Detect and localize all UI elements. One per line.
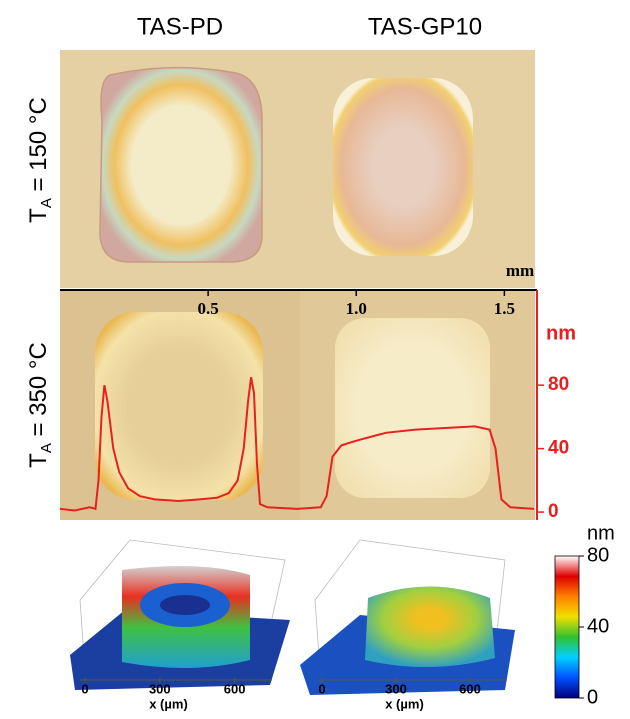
row-label: TA = 150 °C — [25, 97, 55, 223]
colorbar-tick-label: 0 — [587, 686, 598, 708]
micrograph-bottom — [60, 290, 535, 520]
x-tick-label: 0 — [81, 681, 88, 696]
column-title: TAS-GP10 — [368, 13, 482, 40]
x-axis-label: mm — [506, 261, 534, 280]
row-label: TA = 350 °C — [25, 342, 55, 468]
surface-left — [70, 539, 290, 690]
x-tick-label: 0.5 — [198, 299, 219, 318]
y-tick-label: 40 — [548, 438, 569, 459]
x-tick-label: 0 — [318, 681, 325, 696]
surface-right — [300, 539, 515, 695]
x-tick-label: 600 — [224, 681, 246, 696]
x-tick-label: 1.5 — [494, 299, 515, 318]
colorbar-label: nm — [587, 522, 615, 544]
y-axis-label: nm — [546, 322, 576, 344]
row-subscript: A — [38, 198, 55, 208]
y-tick-label: 0 — [548, 501, 559, 522]
column-title: TAS-PD — [137, 13, 223, 40]
row-symbol: T — [25, 208, 52, 223]
colorbar-tick-label: 80 — [587, 544, 609, 566]
colorbar — [554, 555, 580, 699]
x-axis-label: x (µm) — [149, 696, 188, 711]
row-condition: = 350 °C — [25, 342, 52, 443]
row-condition: = 150 °C — [25, 97, 52, 198]
x-tick-label: 1.0 — [346, 299, 367, 318]
row-subscript: A — [38, 443, 55, 453]
x-axis-label: x (µm) — [385, 696, 424, 711]
y-tick-label: 80 — [548, 374, 569, 395]
row-symbol: T — [25, 453, 52, 468]
colorbar-tick-label: 40 — [587, 615, 609, 637]
x-tick-label: 300 — [385, 681, 407, 696]
x-tick-label: 300 — [149, 681, 171, 696]
profile-line — [59, 377, 535, 512]
x-tick-label: 600 — [459, 681, 481, 696]
micrograph-top — [60, 50, 535, 288]
